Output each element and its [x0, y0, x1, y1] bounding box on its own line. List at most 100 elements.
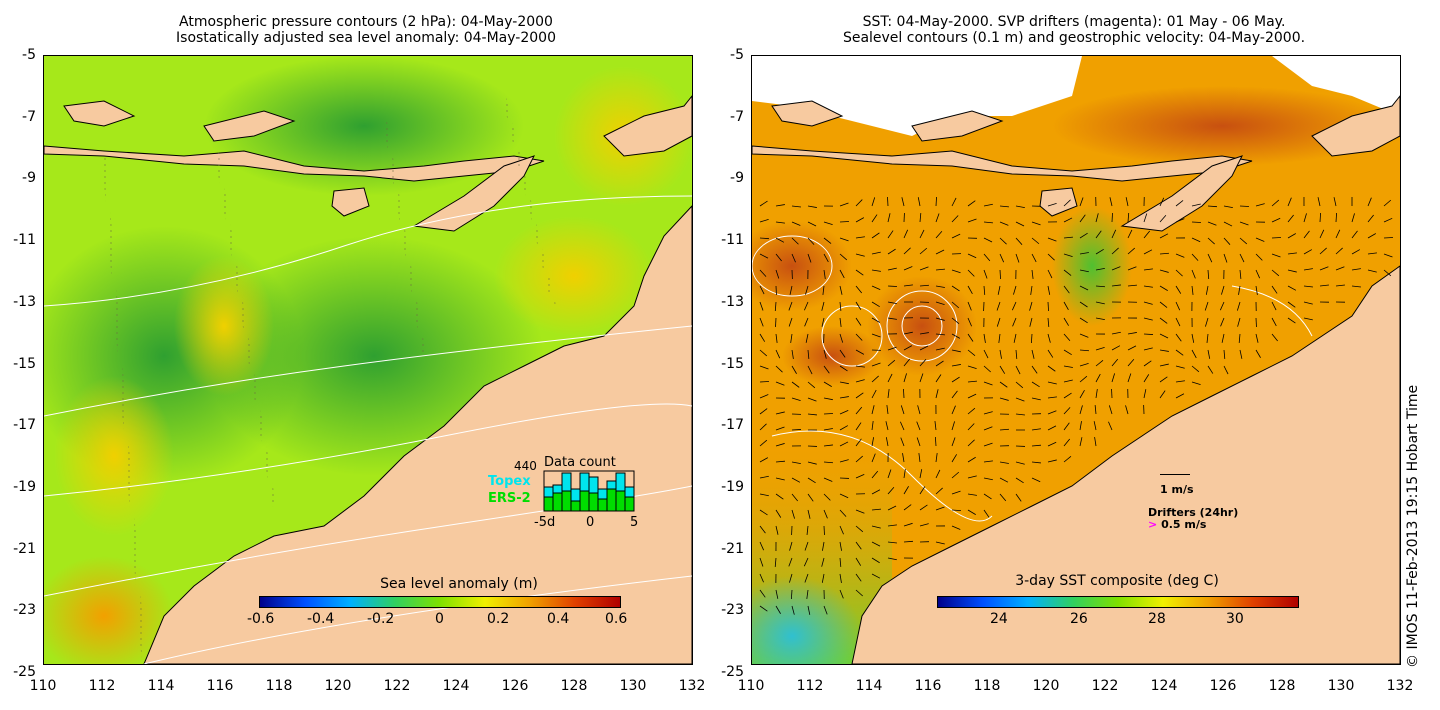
y-tick-label: -21	[721, 540, 744, 557]
y-tick-label: -25	[721, 664, 744, 680]
left-map-title: Atmospheric pressure contours (2 hPa): 0…	[40, 14, 692, 46]
ers-bar	[606, 488, 617, 512]
inset-tick-right: 5	[630, 515, 638, 530]
x-tick-label: 120	[324, 678, 352, 694]
ers-bar	[543, 496, 554, 512]
credit-text: © IMOS 11-Feb-2013 19:15 Hobart Time	[1405, 384, 1421, 668]
y-tick-label: -7	[22, 108, 36, 125]
ers-bar	[552, 492, 563, 512]
y-tick-label: -13	[13, 293, 36, 310]
sla-tick: 0	[435, 611, 444, 627]
drifter-speed-label: 0.5 m/s	[1161, 518, 1207, 531]
x-tick-label: 114	[147, 678, 175, 694]
x-tick-label: 122	[383, 678, 411, 694]
x-tick-label: 118	[265, 678, 293, 694]
ers-bar	[579, 490, 590, 512]
sla-tick: -0.4	[307, 611, 335, 627]
sla-tick: 0.2	[487, 611, 510, 627]
y-tick-label: -11	[13, 232, 36, 249]
sla-tick: 0.4	[547, 611, 570, 627]
y-tick-label: -15	[13, 355, 36, 372]
y-tick-label: -9	[730, 170, 744, 187]
data-count-value: 440	[514, 459, 537, 473]
y-tick-label: -21	[13, 540, 36, 557]
x-tick-label: 118	[973, 678, 1001, 694]
velocity-scale-label: 1 m/s	[1160, 483, 1194, 496]
y-tick-label: -19	[13, 478, 36, 495]
y-tick-label: -13	[721, 293, 744, 310]
x-tick-label: 112	[796, 678, 824, 694]
sst-map: 1 m/s Drifters (24hr) > 0.5 m/s 3-day SS…	[751, 55, 1401, 665]
sst-tick: 30	[1226, 611, 1244, 627]
ers-bar	[624, 496, 635, 512]
y-tick-label: -5	[730, 47, 744, 63]
drifters-label: Drifters (24hr)	[1148, 506, 1239, 519]
sst-tick: 24	[990, 611, 1008, 627]
ers-bar	[597, 498, 608, 512]
y-tick-label: -23	[13, 602, 36, 619]
x-tick-label: 112	[88, 678, 116, 694]
y-tick-label: -17	[721, 417, 744, 434]
left-title-line1: Atmospheric pressure contours (2 hPa): 0…	[179, 14, 553, 30]
ers-label: ERS-2	[488, 491, 531, 506]
sla-tick: -0.6	[247, 611, 275, 627]
x-tick-label: 126	[501, 678, 529, 694]
drifter-marker: >	[1148, 518, 1158, 531]
x-tick-label: 128	[560, 678, 588, 694]
x-tick-label: 114	[855, 678, 883, 694]
y-tick-label: -23	[721, 602, 744, 619]
topex-label: Topex	[488, 474, 531, 489]
ers-bar	[570, 500, 581, 512]
sst-field	[752, 56, 1400, 664]
ers-bar	[588, 492, 599, 512]
inset-tick-left: -5d	[534, 515, 555, 530]
x-tick-label: 110	[737, 678, 765, 694]
x-tick-label: 124	[442, 678, 470, 694]
x-tick-label: 124	[1150, 678, 1178, 694]
x-tick-label: 120	[1032, 678, 1060, 694]
sea-level-anomaly-field	[44, 56, 692, 664]
right-map-title: SST: 04-May-2000. SVP drifters (magenta)…	[748, 14, 1400, 46]
sst-colorbar-ticks: 24 26 28 30	[937, 611, 1299, 629]
x-tick-label: 130	[1327, 678, 1355, 694]
x-tick-label: 116	[206, 678, 234, 694]
right-title-line1: SST: 04-May-2000. SVP drifters (magenta)…	[862, 14, 1286, 30]
sea-level-anomaly-map: 440 Topex ERS-2 Data count -5d 0 5 Sea l…	[43, 55, 693, 665]
sla-tick: 0.6	[605, 611, 628, 627]
data-count-title: Data count	[544, 455, 616, 470]
x-tick-label: 116	[914, 678, 942, 694]
ers-bar	[615, 490, 626, 512]
x-tick-label: 122	[1091, 678, 1119, 694]
y-tick-label: -9	[22, 170, 36, 187]
y-tick-label: -11	[721, 232, 744, 249]
x-tick-label: 110	[29, 678, 57, 694]
x-tick-label: 132	[1386, 678, 1414, 694]
y-tick-label: -25	[13, 664, 36, 680]
drifter-speed-legend: > 0.5 m/s	[1148, 518, 1206, 531]
sst-colorbar	[937, 596, 1299, 608]
left-title-line2: Isostatically adjusted sea level anomaly…	[176, 30, 556, 46]
x-tick-label: 130	[619, 678, 647, 694]
y-tick-label: -7	[730, 108, 744, 125]
x-tick-label: 132	[678, 678, 706, 694]
y-tick-label: -19	[721, 478, 744, 495]
ers-bar	[561, 490, 572, 512]
y-tick-label: -17	[13, 417, 36, 434]
y-tick-label: -5	[22, 47, 36, 63]
sla-colorbar-ticks: -0.6 -0.4 -0.2 0 0.2 0.4 0.6	[247, 611, 627, 629]
inset-tick-mid: 0	[586, 515, 594, 530]
x-tick-label: 126	[1209, 678, 1237, 694]
y-tick-label: -15	[721, 355, 744, 372]
geostrophic-velocity-arrows	[759, 196, 1394, 615]
velocity-scale-arrow	[1160, 474, 1190, 475]
right-title-line2: Sealevel contours (0.1 m) and geostrophi…	[842, 30, 1306, 46]
sst-tick: 26	[1070, 611, 1088, 627]
sst-tick: 28	[1148, 611, 1166, 627]
x-tick-label: 128	[1268, 678, 1296, 694]
sla-tick: -0.2	[367, 611, 395, 627]
data-count-bars	[543, 472, 635, 512]
sla-colorbar	[259, 596, 621, 608]
data-count-inset: 440 Topex ERS-2 Data count -5d 0 5	[488, 455, 638, 530]
sst-colorbar-label: 3-day SST composite (deg C)	[1015, 573, 1219, 589]
sla-colorbar-label: Sea level anomaly (m)	[380, 576, 538, 592]
